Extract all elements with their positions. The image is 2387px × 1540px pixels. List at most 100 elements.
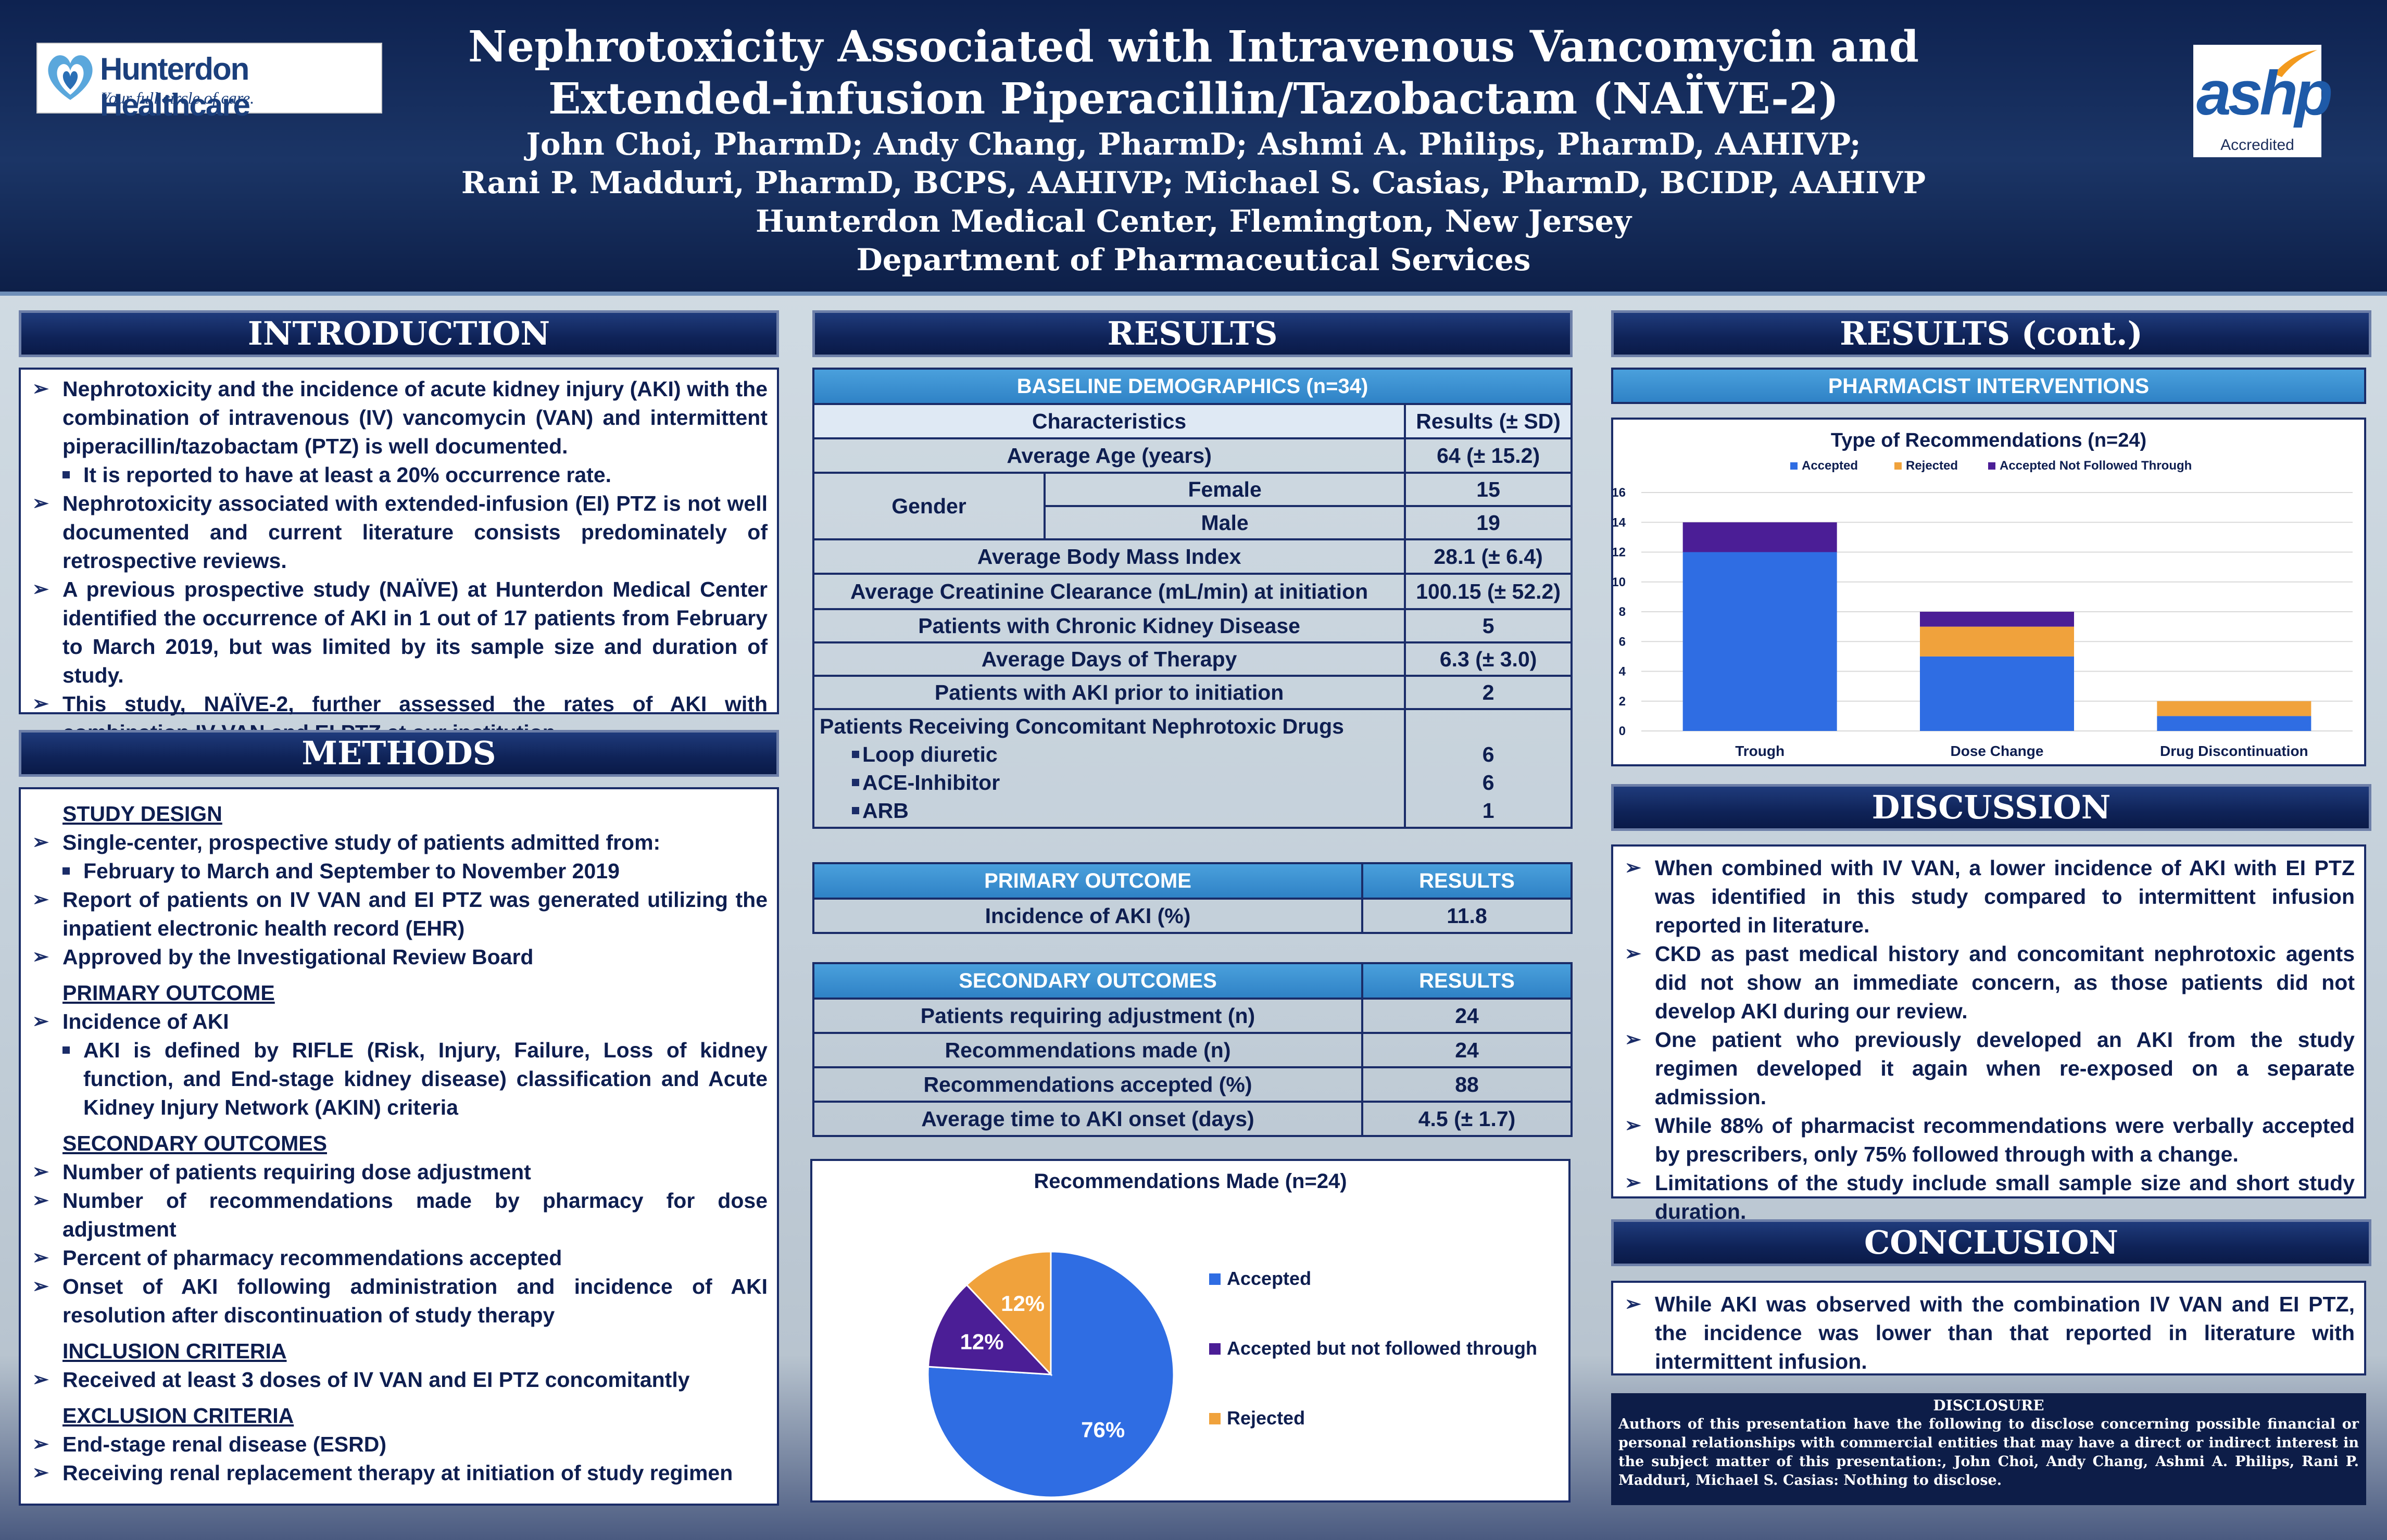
methods-sd-3: Approved by the Investigational Review B…: [30, 943, 768, 971]
title-line-2: Extended-infusion Piperacillin/Tazobacta…: [548, 74, 1839, 124]
primary-outcome-title: PRIMARY OUTCOME: [812, 862, 1363, 900]
disclosure-title: DISCLOSURE: [1933, 1397, 2044, 1414]
pie-legend-label-2: Rejected: [1227, 1407, 1305, 1429]
bar-chart-box: Type of Recommendations (n=24) Accepted Re…: [1611, 418, 2366, 766]
methods-secondary-4: Onset of AKI following administration an…: [30, 1272, 768, 1330]
female-value: 15: [1404, 472, 1573, 507]
pie-chart-box: Recommendations Made (n=24) 76% 12% 12% Acce…: [810, 1159, 1571, 1503]
bar-0-2: [1682, 522, 1837, 552]
methods-exclusion-1: End-stage renal disease (ESRD): [30, 1430, 768, 1459]
baseline-title: BASELINE DEMOGRAPHICS (n=34): [812, 368, 1573, 405]
y-tick-3: 6: [1619, 635, 1626, 649]
arb-value: 1: [1482, 799, 1494, 823]
pie-label-1: 12%: [960, 1330, 1004, 1354]
legend-label-2: Accepted Not Followed Through: [2000, 459, 2192, 473]
gender-label: Gender: [812, 472, 1046, 540]
pie-label-0: 76%: [1081, 1418, 1125, 1442]
methods-sd-1: Single-center, prospective study of pati…: [30, 828, 768, 857]
x-tick-2: Drug Discontinuation: [2160, 743, 2308, 759]
type-of-recommendations-chart: Type of Recommendations (n=24) Accepted Re…: [1612, 430, 2353, 759]
secondary-outcomes-label: SECONDARY OUTCOMES: [62, 1131, 327, 1155]
hunterdon-healthcare-logo: Hunterdon Healthcare Your full circle of…: [36, 43, 382, 122]
legend-label-1: Rejected: [1906, 459, 1958, 473]
days-therapy-label: Average Days of Therapy: [812, 641, 1406, 677]
discussion-bullet-3: One patient who previously developed an …: [1623, 1026, 2355, 1112]
swoosh-icon: [2274, 50, 2317, 77]
bar-1-2: [1920, 612, 2074, 627]
methods-primary-1-sub: AKI is defined by RIFLE (Risk, Injury, F…: [30, 1036, 768, 1122]
bmi-label: Average Body Mass Index: [812, 538, 1406, 575]
bar-chart-title: Type of Recommendations (n=24): [1831, 430, 2146, 451]
sec-onset-value: 4.5 (± 1.7): [1361, 1101, 1573, 1137]
legend-swatch-1: [1894, 462, 1902, 470]
secondary-results-header: RESULTS: [1361, 962, 1573, 1000]
bar-1-1: [1920, 626, 2074, 657]
primary-outcome-table: PRIMARY OUTCOME RESULTS Incidence of AKI …: [812, 862, 1573, 934]
authors-line-2: Rani P. Madduri, PharmD, BCPS, AAHIVP; M…: [461, 165, 1926, 200]
pie-legend-label-0: Accepted: [1227, 1268, 1311, 1289]
y-tick-8: 16: [1613, 486, 1626, 500]
sec-adjust-value: 24: [1361, 998, 1573, 1034]
results-heading: RESULTS: [812, 310, 1573, 357]
col-characteristics: Characteristics: [812, 403, 1406, 439]
pie-chart-title: Recommendations Made (n=24): [1034, 1170, 1347, 1193]
days-therapy-value: 6.3 (± 3.0): [1404, 641, 1573, 677]
pie-slice-1: [927, 1283, 1053, 1375]
arb-label: ARB: [820, 797, 1399, 825]
y-tick-5: 10: [1613, 575, 1626, 589]
x-tick-0: Trough: [1735, 743, 1785, 759]
conclusion-box: While AKI was observed with the combinat…: [1611, 1281, 2366, 1375]
methods-sd-1-sub: February to March and September to Novem…: [30, 857, 768, 886]
ace-value: 6: [1482, 771, 1494, 794]
department: Department of Pharmaceutical Services: [856, 242, 1531, 277]
y-tick-0: 0: [1619, 724, 1626, 738]
conclusion-bullet-1: While AKI was observed with the combinat…: [1623, 1290, 2355, 1376]
legend-swatch-2: [1988, 462, 1995, 470]
discussion-bullet-2: CKD as past medical history and concomit…: [1623, 940, 2355, 1026]
primary-outcome-label: PRIMARY OUTCOME: [62, 981, 275, 1005]
study-design-label: STUDY DESIGN: [62, 802, 222, 826]
affiliation: Hunterdon Medical Center, Flemington, Ne…: [756, 204, 1631, 239]
discussion-box: When combined with IV VAN, a lower incid…: [1611, 844, 2366, 1223]
bar-1-0: [1920, 656, 2074, 731]
logo-right-caption: Accredited: [2220, 136, 2294, 154]
title-line-1: Nephrotoxicity Associated with Intraveno…: [468, 22, 1919, 72]
disclosure-text: Authors of this presentation have the fo…: [1618, 1416, 2359, 1488]
ckd-value: 5: [1404, 608, 1573, 643]
poster-title-block: Nephrotoxicity Associated with Intraveno…: [365, 21, 2022, 279]
bar-2-1: [2157, 701, 2311, 716]
pie-legend-swatch-2: [1209, 1413, 1221, 1424]
male-value: 19: [1404, 505, 1573, 540]
secondary-outcomes-table: SECONDARY OUTCOMES RESULTS Patients requi…: [812, 962, 1573, 1137]
methods-secondary-3: Percent of pharmacy recommendations acce…: [30, 1244, 768, 1272]
ashp-logo: ashp Accredited: [2193, 45, 2333, 157]
secondary-outcomes-title: SECONDARY OUTCOMES: [812, 962, 1363, 1000]
bmi-value: 28.1 (± 6.4): [1404, 538, 1573, 575]
loop-value: 6: [1482, 742, 1494, 766]
heart-leaf-icon: [48, 55, 93, 100]
ace-label: ACE-Inhibitor: [820, 768, 1399, 797]
age-label: Average Age (years): [812, 437, 1406, 474]
conclusion-heading: CONCLUSION: [1611, 1219, 2371, 1266]
age-value: 64 (± 15.2): [1404, 437, 1573, 474]
primary-aki-value: 11.8: [1361, 898, 1573, 934]
y-tick-6: 12: [1613, 546, 1626, 560]
crcl-label: Average Creatinine Clearance (mL/min) at…: [812, 573, 1406, 610]
methods-heading: METHODS: [19, 730, 779, 777]
discussion-bullet-4: While 88% of pharmacist recommendations …: [1623, 1112, 2355, 1169]
intro-subbullet-1: It is reported to have at least a 20% oc…: [30, 461, 768, 489]
methods-sd-2: Report of patients on IV VAN and EI PTZ …: [30, 886, 768, 943]
methods-exclusion-2: Receiving renal replacement therapy at i…: [30, 1459, 768, 1487]
discussion-bullet-5: Limitations of the study include small s…: [1623, 1169, 2355, 1226]
legend-label-0: Accepted: [1802, 459, 1858, 473]
nephrotoxic-label: Patients Receiving Concomitant Nephrotox…: [820, 714, 1344, 738]
recommendations-pie-chart: Recommendations Made (n=24) 76% 12% 12% Acce…: [927, 1170, 1537, 1498]
methods-inclusion-1: Received at least 3 doses of IV VAN and …: [30, 1366, 768, 1394]
methods-box: STUDY DESIGN Single-center, prospective …: [19, 787, 779, 1506]
discussion-heading: DISCUSSION: [1611, 784, 2371, 831]
sec-adjust-label: Patients requiring adjustment (n): [812, 998, 1363, 1034]
primary-results-header: RESULTS: [1361, 862, 1573, 900]
sec-recs-value: 24: [1361, 1032, 1573, 1068]
inclusion-criteria-label: INCLUSION CRITERIA: [62, 1339, 287, 1363]
sec-accepted-value: 88: [1361, 1066, 1573, 1103]
